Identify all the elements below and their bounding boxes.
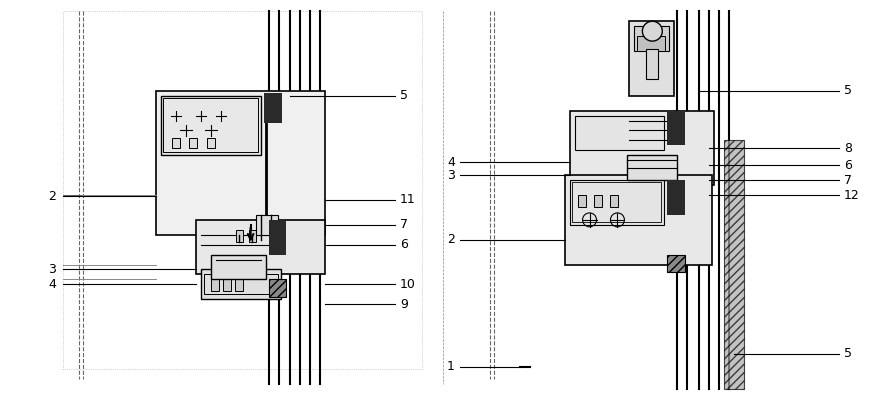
- Bar: [211, 278, 219, 291]
- Bar: [268, 279, 286, 297]
- Text: 4: 4: [447, 156, 455, 169]
- Bar: [629, 21, 674, 96]
- Bar: [647, 49, 658, 79]
- Text: 12: 12: [843, 189, 859, 202]
- Bar: [163, 98, 258, 152]
- Bar: [724, 141, 744, 389]
- Bar: [172, 139, 180, 148]
- Text: 8: 8: [843, 142, 851, 155]
- Bar: [235, 278, 243, 291]
- Bar: [634, 26, 669, 51]
- Bar: [156, 91, 325, 235]
- Bar: [249, 230, 255, 242]
- Text: 7: 7: [400, 218, 408, 231]
- Bar: [263, 93, 282, 123]
- Text: 5: 5: [843, 84, 851, 97]
- Text: 7: 7: [843, 173, 851, 187]
- Bar: [667, 180, 685, 215]
- Bar: [268, 220, 286, 254]
- Bar: [63, 12, 422, 369]
- Bar: [570, 111, 714, 185]
- Bar: [667, 254, 685, 272]
- Bar: [564, 175, 712, 264]
- Text: 1: 1: [447, 360, 455, 373]
- Bar: [189, 139, 197, 148]
- Bar: [571, 182, 661, 222]
- Bar: [575, 116, 664, 150]
- Text: 3: 3: [49, 263, 56, 276]
- Bar: [570, 180, 664, 225]
- Bar: [211, 254, 266, 279]
- Bar: [667, 111, 685, 145]
- Bar: [578, 195, 586, 207]
- Text: 5: 5: [843, 347, 851, 360]
- Bar: [255, 215, 277, 235]
- Text: 2: 2: [447, 233, 455, 246]
- Bar: [594, 195, 602, 207]
- Text: 6: 6: [843, 159, 851, 172]
- Bar: [206, 139, 214, 148]
- Text: 6: 6: [400, 238, 408, 251]
- Text: 9: 9: [400, 298, 408, 311]
- Bar: [204, 274, 277, 294]
- Bar: [627, 155, 677, 180]
- Text: 3: 3: [447, 169, 455, 182]
- Bar: [637, 36, 665, 51]
- Bar: [201, 270, 281, 299]
- Bar: [196, 220, 325, 274]
- Text: 5: 5: [400, 89, 408, 102]
- Text: 10: 10: [400, 278, 416, 291]
- Bar: [161, 96, 260, 155]
- Bar: [610, 195, 618, 207]
- Text: 4: 4: [49, 278, 56, 291]
- Text: 2: 2: [49, 189, 56, 202]
- Circle shape: [642, 21, 663, 41]
- Text: 11: 11: [400, 193, 416, 206]
- Bar: [222, 278, 230, 291]
- Bar: [236, 230, 243, 242]
